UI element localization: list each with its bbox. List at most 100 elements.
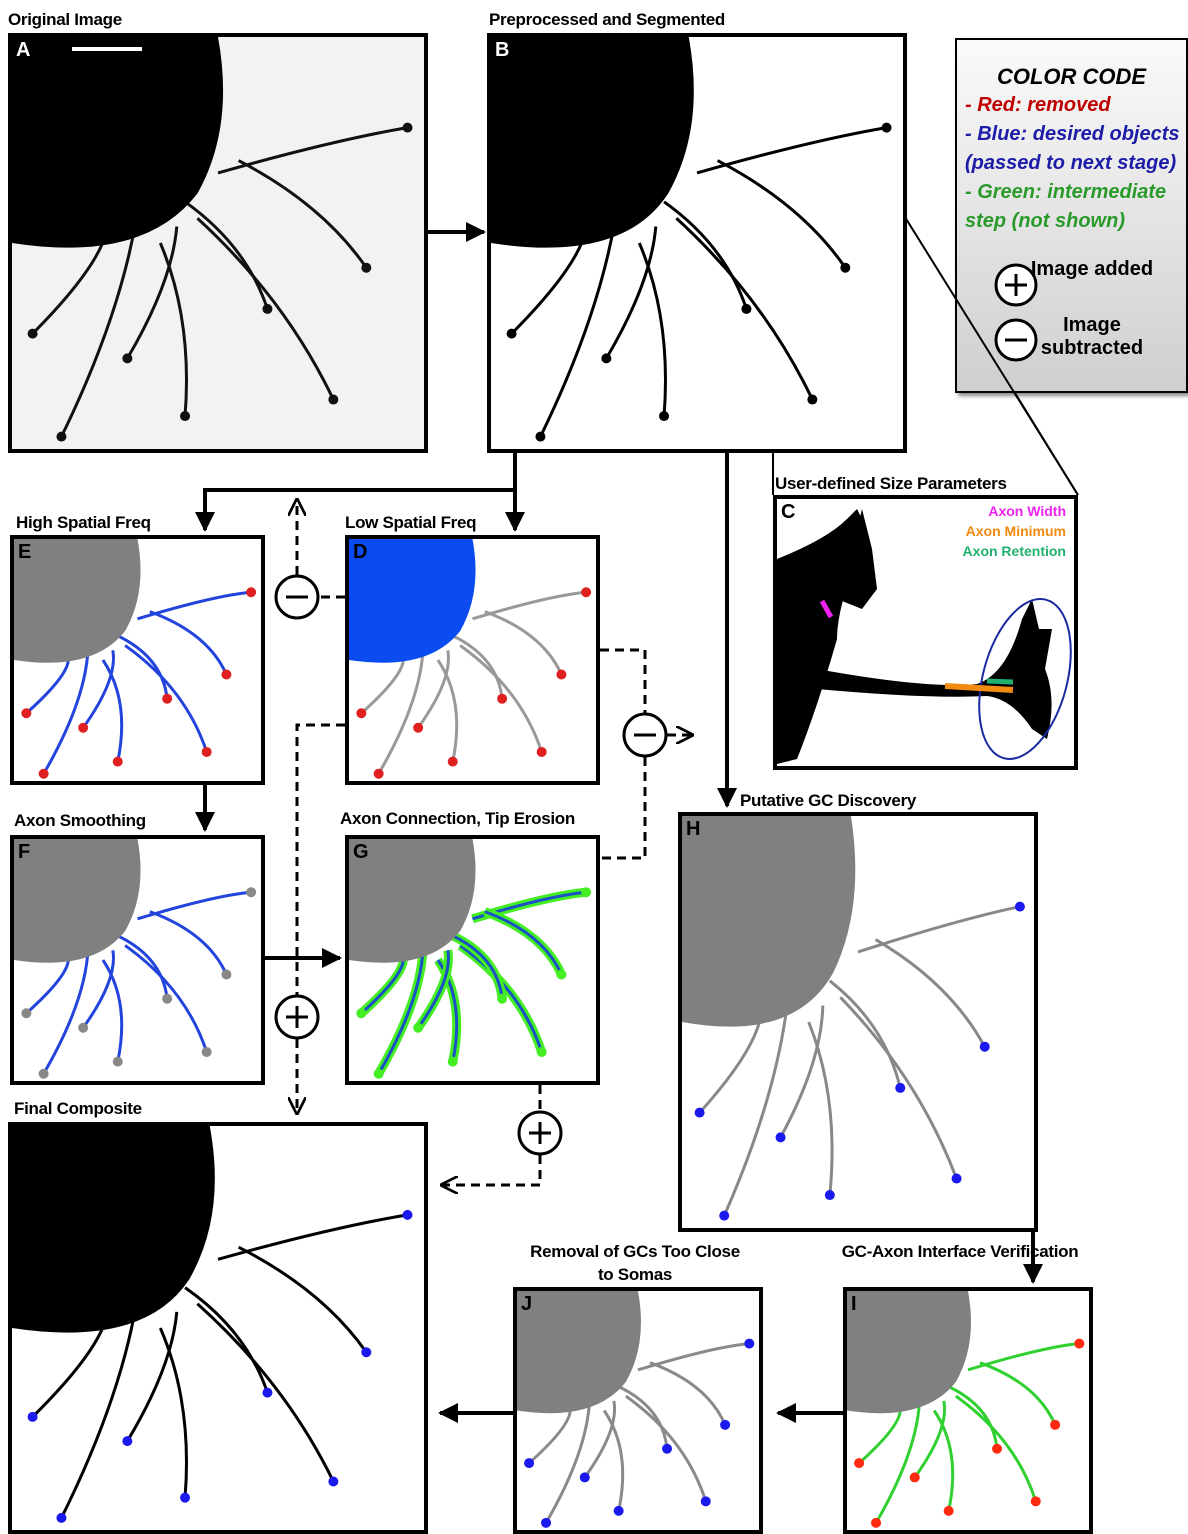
panel-image — [777, 499, 1074, 766]
art — [361, 660, 403, 713]
art — [720, 1420, 730, 1430]
art — [512, 243, 582, 334]
size-parameter-label: Axon Width — [988, 503, 1066, 519]
panel-title: Putative GC Discovery — [740, 789, 1040, 812]
panel: G — [345, 835, 600, 1085]
art — [185, 1288, 267, 1393]
art — [413, 723, 423, 733]
art — [497, 994, 507, 1004]
art — [160, 243, 186, 416]
art — [56, 1513, 66, 1523]
art — [781, 1006, 823, 1138]
panel-title: Preprocessed and Segmented — [489, 8, 789, 31]
art — [807, 395, 817, 405]
art — [949, 1387, 997, 1449]
art — [150, 612, 227, 675]
art — [262, 1388, 272, 1398]
panel-letter: A — [16, 39, 30, 62]
panel-title: Low Spatial Freq — [345, 511, 585, 534]
art — [239, 161, 367, 268]
art — [150, 912, 227, 975]
panel-letter: H — [686, 818, 700, 841]
art — [952, 1174, 962, 1184]
art — [56, 432, 66, 442]
panel-letter: I — [851, 1293, 857, 1316]
art — [744, 1339, 754, 1349]
art — [28, 1412, 38, 1422]
art — [202, 1047, 212, 1057]
panel-image — [349, 839, 596, 1081]
art — [741, 304, 751, 314]
art — [840, 263, 850, 273]
panel-title: Removal of GCs Too Close to Somas — [530, 1240, 740, 1286]
art — [221, 970, 231, 980]
art — [541, 1518, 551, 1528]
panel: F — [10, 835, 265, 1085]
art — [581, 587, 591, 597]
soma — [682, 816, 855, 1027]
art — [556, 970, 566, 980]
art — [118, 636, 167, 699]
art — [180, 1493, 190, 1503]
art — [992, 1444, 1002, 1454]
art — [859, 1411, 900, 1464]
panel: I — [843, 1287, 1093, 1534]
art — [162, 994, 172, 1004]
art — [601, 353, 611, 363]
art — [180, 411, 190, 421]
soma — [349, 539, 476, 663]
panel-image — [14, 539, 261, 781]
panel: E — [10, 535, 265, 785]
art — [980, 1363, 1055, 1425]
size-parameter-label: Axon Retention — [963, 543, 1066, 559]
art — [701, 1496, 711, 1506]
art — [78, 1023, 88, 1033]
soma — [847, 1291, 971, 1413]
art — [113, 757, 123, 767]
art — [403, 123, 413, 133]
panel-title: Final Composite — [14, 1097, 314, 1120]
panel-image — [491, 37, 903, 449]
art — [21, 1008, 31, 1018]
art — [221, 670, 231, 680]
art — [619, 1387, 667, 1449]
art — [246, 887, 256, 897]
art — [776, 1132, 786, 1142]
art — [413, 1023, 423, 1033]
art — [614, 1506, 624, 1516]
panel-title: User-defined Size Parameters — [775, 472, 1095, 495]
art — [118, 936, 167, 999]
panel-title: Axon Smoothing — [14, 809, 254, 832]
panel-title: High Spatial Freq — [16, 511, 256, 534]
art — [448, 1057, 458, 1067]
art — [39, 769, 49, 779]
art — [910, 1472, 920, 1482]
art — [524, 1458, 534, 1468]
panel-image — [682, 816, 1034, 1228]
art — [39, 1069, 49, 1079]
art — [871, 1518, 881, 1528]
art — [876, 940, 985, 1047]
art — [662, 1444, 672, 1454]
art — [361, 960, 403, 1013]
panel-image — [12, 37, 424, 449]
art — [33, 243, 103, 334]
panel-title: GC-Axon Interface Verification — [830, 1240, 1090, 1263]
art — [664, 202, 746, 309]
art — [980, 1042, 990, 1052]
panel: J — [513, 1287, 763, 1534]
art — [825, 1190, 835, 1200]
panel: A — [8, 33, 428, 453]
art — [945, 686, 1013, 690]
panel-letter: F — [18, 841, 30, 864]
panel-title: Axon Connection, Tip Erosion — [340, 807, 630, 830]
art — [854, 1458, 864, 1468]
art — [356, 708, 366, 718]
art — [537, 747, 547, 757]
art — [556, 670, 566, 680]
art — [28, 329, 38, 339]
art — [127, 227, 176, 359]
art — [1050, 1420, 1060, 1430]
art — [33, 1328, 103, 1417]
soma — [12, 1126, 215, 1333]
